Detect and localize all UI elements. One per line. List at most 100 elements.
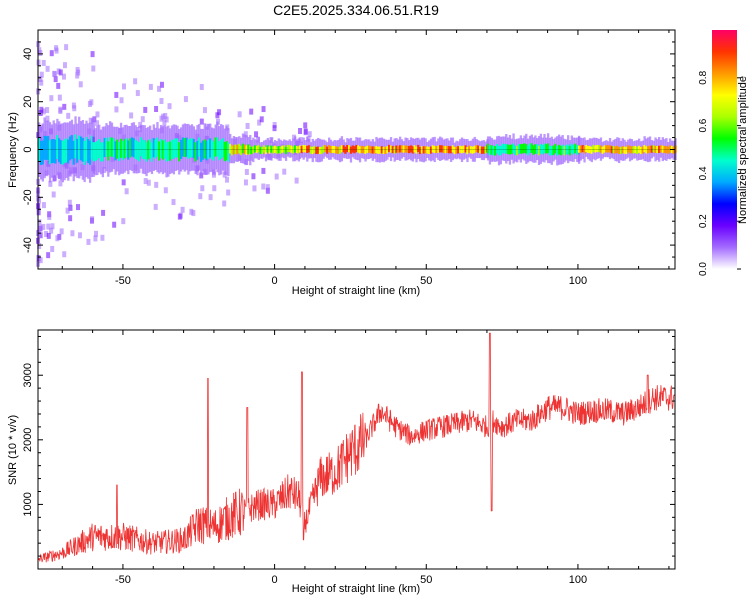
heatmap-band-cell: [94, 142, 97, 162]
heatmap-band-cell: [451, 145, 455, 153]
heatmap-noise-cell: [68, 204, 73, 211]
heatmap-noise-cell: [159, 97, 164, 104]
heatmap-band-cell: [497, 145, 501, 156]
heatmap-band-cell: [70, 134, 74, 159]
heatmap-band-cell: [429, 146, 433, 154]
heatmap-band-cell: [494, 145, 497, 156]
heatmap-band-cell: [136, 140, 139, 160]
heatmap-band-cell: [384, 146, 387, 154]
heatmap-noise-cell: [49, 95, 54, 102]
heatmap-noise-cell: [53, 76, 58, 83]
heatmap-band-cell: [50, 139, 54, 164]
heatmap-band-cell: [150, 142, 154, 162]
heatmap-band-cell: [464, 145, 467, 153]
heatmap-band-cell: [125, 138, 128, 158]
heatmap-band-cell: [501, 143, 504, 154]
heatmap-band-cell: [617, 146, 621, 155]
heatmap-noise-cell: [303, 128, 308, 135]
heatmap-noise-cell: [171, 199, 176, 206]
heatmap-noise-cell: [177, 213, 182, 220]
heatmap-noise-cell: [243, 131, 248, 138]
heatmap-noise-cell: [159, 81, 164, 88]
heatmap-noise-cell: [93, 235, 98, 242]
heatmap-band-cell: [338, 146, 342, 154]
heatmap-band-cell: [525, 144, 528, 154]
heatmap-noise-cell: [180, 206, 185, 213]
heatmap-band-cell: [349, 146, 353, 154]
heatmap-band-cell: [297, 146, 300, 154]
heatmap-band-cell: [147, 140, 150, 160]
heatmap-noise-cell: [95, 120, 100, 127]
heatmap-band-cell: [499, 145, 502, 156]
heatmap-band-cell: [623, 146, 626, 154]
heatmap-band-cell: [61, 140, 64, 165]
heatmap-band-cell: [322, 145, 325, 153]
heatmap-band-cell: [526, 145, 530, 156]
heatmap-band-cell: [252, 146, 255, 154]
heatmap-band-cell: [503, 143, 506, 154]
heatmap-noise-cell: [211, 171, 216, 178]
heatmap-noise-cell: [36, 59, 41, 66]
heatmap-noise-cell: [148, 83, 153, 90]
heatmap-band-cell: [112, 138, 115, 158]
heatmap-band-cell: [521, 143, 524, 154]
heatmap-band-cell: [346, 144, 349, 153]
heatmap-noise-cell: [62, 103, 67, 110]
heatmap-noise-cell: [244, 168, 249, 175]
heatmap-noise-cell: [215, 112, 220, 119]
heatmap-noise-cell: [90, 216, 95, 223]
snr-series-line: [38, 332, 675, 563]
heatmap-band-cell: [67, 139, 70, 164]
heatmap-noise-cell: [303, 122, 308, 129]
heatmap-noise-cell: [122, 83, 127, 90]
heatmap-noise-cell: [124, 188, 129, 195]
heatmap-band-cell: [523, 143, 526, 153]
heatmap-band-cell: [603, 145, 606, 153]
heatmap-band-cell: [241, 143, 245, 154]
heatmap-noise-cell: [37, 243, 42, 250]
heatmap-band-cell: [453, 146, 456, 155]
heatmap-band-cell: [229, 143, 232, 154]
heatmap-band-cell: [492, 145, 495, 156]
heatmap-noise-cell: [58, 180, 63, 187]
heatmap-band-cell: [218, 141, 221, 161]
heatmap-noise-cell: [133, 78, 138, 85]
heatmap-band-cell: [554, 143, 557, 154]
heatmap-band-cell: [183, 137, 186, 158]
x-tick-label: -50: [115, 275, 131, 287]
colorbar-gradient: [712, 30, 737, 269]
heatmap-band-cell: [129, 138, 132, 158]
x-tick-label: 50: [420, 574, 432, 586]
heatmap-noise-cell: [243, 179, 248, 186]
heatmap-band-cell: [674, 145, 677, 153]
heatmap-band-cell: [440, 145, 444, 153]
heatmap-band-cell: [645, 146, 648, 154]
heatmap-band-cell: [41, 140, 44, 165]
heatmap-noise-cell: [163, 187, 168, 194]
heatmap-noise-cell: [272, 125, 277, 132]
heatmap-band-cell: [199, 142, 203, 162]
heatmap-band-cell: [87, 139, 90, 163]
heatmap-band-cell: [203, 139, 206, 159]
heatmap-band-cell: [250, 146, 253, 154]
heatmap-band-cell: [320, 146, 324, 155]
heatmap-noise-cell: [58, 69, 63, 76]
heatmap-noise-cell: [45, 115, 50, 122]
heatmap-band-cell: [409, 145, 413, 153]
heatmap-noise-cell: [140, 116, 145, 123]
heatmap-band-cell: [201, 140, 205, 160]
heatmap-band-cell: [194, 142, 197, 162]
heatmap-band-cell: [415, 146, 418, 154]
heatmap-noise-cell: [36, 209, 41, 216]
x-tick-label: 100: [569, 275, 587, 287]
heatmap-noise-cell: [222, 200, 227, 207]
heatmap-band-cell: [227, 142, 230, 162]
heatmap-band-cell: [597, 144, 601, 153]
heatmap-band-cell: [601, 146, 604, 154]
heatmap-noise-cell: [71, 102, 76, 109]
heatmap-band-cell: [594, 145, 597, 153]
heatmap-noise-cell: [225, 176, 230, 183]
heatmap-noise-cell: [112, 221, 117, 228]
heatmap-band-cell: [96, 140, 99, 160]
heatmap-band-cell: [327, 145, 331, 153]
